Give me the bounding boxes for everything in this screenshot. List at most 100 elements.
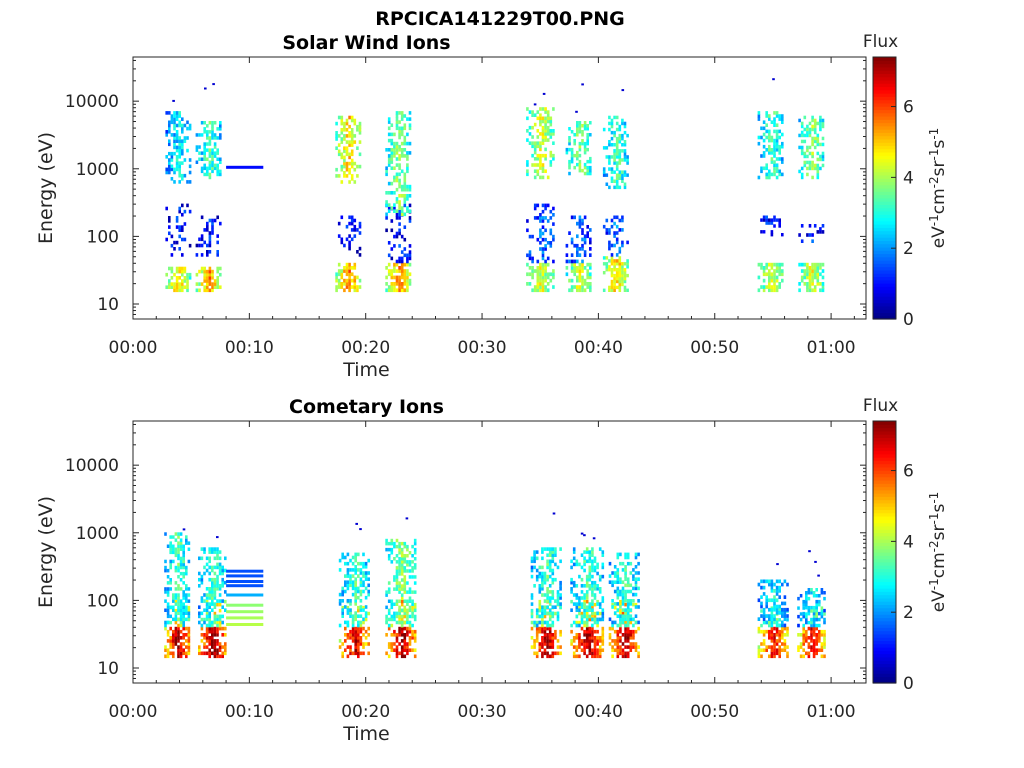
colorbar-segment: [873, 574, 896, 579]
colorbar-segment: [873, 463, 896, 468]
burst-6: [570, 532, 605, 659]
x-axis-label: Time: [342, 359, 390, 381]
y-axis-label: Energy (eV): [35, 132, 57, 244]
colorbar-segment: [873, 296, 896, 300]
colorbar-segment: [873, 263, 896, 268]
colorbar-segment: [873, 174, 896, 179]
colorbar-segment: [873, 443, 896, 448]
burst-4: [385, 517, 417, 659]
colorbar-segment: [873, 476, 896, 481]
colorbar-segment: [873, 70, 896, 74]
colorbar-segment: [873, 243, 896, 248]
colorbar-segment: [873, 571, 896, 576]
colorbar-segment: [873, 453, 896, 458]
colorbar-segment: [873, 529, 896, 533]
colorbar-tick-label: 0: [903, 310, 914, 330]
figure-title: RPCICA141229T00.PNG: [375, 8, 625, 30]
x-tick-label: 01:00: [807, 338, 856, 358]
colorbar-segment: [873, 148, 896, 153]
colorbar-segment: [873, 597, 896, 602]
x-tick-label: 00:10: [225, 702, 274, 722]
burst-1: [165, 99, 192, 293]
x-axis-label: Time: [342, 723, 390, 745]
colorbar-title: Flux: [863, 32, 898, 52]
panel-title: Solar Wind Ions: [282, 32, 450, 54]
colorbar-segment: [873, 604, 896, 609]
colorbar-segment: [873, 227, 896, 232]
colorbar-segment: [873, 532, 896, 537]
burst-2: [195, 83, 222, 293]
colorbar-segment: [873, 191, 896, 196]
colorbar-segment: [873, 633, 896, 638]
colorbar-segment: [873, 194, 896, 199]
colorbar-segment: [873, 427, 896, 432]
colorbar-label-exponent: -1: [927, 128, 941, 140]
colorbar-segment: [873, 260, 896, 264]
colorbar-segment: [873, 253, 896, 258]
colorbar-segment: [873, 506, 896, 511]
colorbar-segment: [873, 594, 896, 599]
colorbar-segment: [873, 207, 896, 212]
colorbar-segment: [873, 279, 896, 284]
panel-solar-wind-ions: 00:00 00:10 00:20 00:30 00:40 00:50 01:00 10 100…: [35, 32, 867, 381]
colorbar-segment: [873, 624, 896, 628]
colorbar-segment: [873, 669, 896, 674]
colorbar-segment: [873, 99, 896, 104]
colorbar-segment: [873, 512, 896, 517]
colorbar-segment: [873, 315, 896, 320]
colorbar-tick-label: 6: [903, 98, 914, 118]
colorbar-segment: [873, 643, 896, 648]
colorbar-segment: [873, 66, 896, 71]
colorbar-label-unit: s: [929, 504, 949, 513]
y-tick-label: 100: [87, 227, 119, 247]
colorbar-label-exponent: -1: [927, 578, 941, 590]
colorbar-segment: [873, 282, 896, 287]
colorbar-segment: [873, 266, 896, 271]
colorbar-segment: [873, 493, 896, 497]
colorbar-segment: [873, 545, 896, 550]
colorbar-segment: [873, 627, 896, 632]
colorbar-segment: [873, 460, 896, 465]
colorbar-segment: [873, 138, 896, 143]
colorbar-segment: [873, 79, 896, 84]
colorbar-segment: [873, 502, 896, 507]
colorbar-segment: [873, 197, 896, 202]
plot-area: [133, 57, 866, 319]
colorbar-segment: [873, 548, 896, 553]
colorbar-segment: [873, 591, 896, 596]
colorbar-label-exponent: -1: [927, 214, 941, 226]
burst-8: [757, 78, 784, 293]
colorbar-segment: [873, 214, 896, 219]
colorbar-segment: [873, 309, 896, 314]
y-axis-label: Energy (eV): [35, 496, 57, 608]
x-tick-label: 00:20: [341, 338, 390, 358]
colorbar-tick-label: 4: [903, 532, 914, 552]
colorbar-label-unit: eV: [929, 590, 949, 612]
flat-segment-5: [226, 593, 264, 597]
colorbar-segment: [873, 440, 896, 445]
colorbar-tick-label: 2: [903, 603, 914, 623]
plot-area: [133, 421, 866, 683]
colorbar-segment: [873, 220, 896, 225]
colorbar-segment: [873, 565, 896, 569]
x-tick-label: 00:10: [225, 338, 274, 358]
colorbar-segment: [873, 578, 896, 583]
flat-segment-4: [226, 584, 264, 588]
x-tick-label: 00:20: [341, 702, 390, 722]
colorbar-segment: [873, 447, 896, 452]
colorbar-segment: [873, 171, 896, 176]
colorbar-segment: [873, 168, 896, 173]
colorbar-segment: [873, 96, 896, 101]
colorbar-segment: [873, 509, 896, 514]
panel-cometary-ions: 00:00 00:10 00:20 00:30 00:40 00:50 01:00 10 100…: [35, 396, 867, 745]
colorbar-segment: [873, 246, 896, 251]
colorbar-segment: [873, 434, 896, 438]
colorbar-segment: [873, 437, 896, 442]
burst-3: [338, 522, 370, 659]
colorbar-label-unit: sr: [929, 160, 949, 176]
colorbar-segment: [873, 679, 896, 684]
panel-title: Cometary Ions: [289, 396, 444, 418]
colorbar-segment: [873, 184, 896, 189]
x-tick-label: 00:30: [458, 702, 507, 722]
